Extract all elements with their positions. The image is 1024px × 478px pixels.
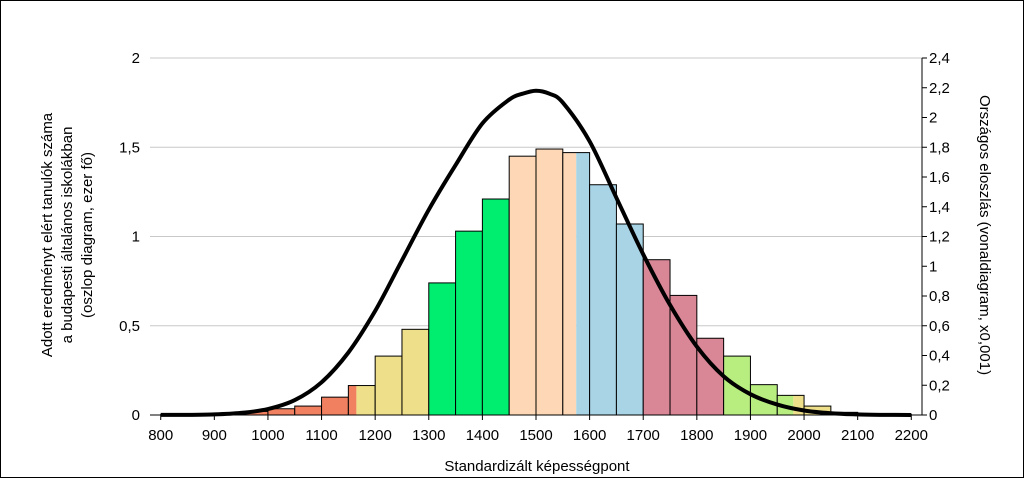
y-left-title: Adott eredményt elért tanulók száma a bu… (39, 112, 96, 357)
y-left-title-line-2: a budapesti általános iskolákban (59, 127, 76, 344)
x-tick-label-7: 1500 (519, 427, 552, 444)
x-tick-label-3: 1100 (305, 427, 337, 444)
y-right-tick-label-4: 0,8 (929, 288, 950, 305)
bar-8 (374, 355, 403, 416)
bar-14 (535, 148, 564, 416)
y-right-tick-label-2: 0,4 (929, 348, 950, 365)
y-right-title: Országos eloszlás (vonaldiagram, x0,001) (976, 95, 993, 375)
axes (150, 57, 927, 420)
x-tick-label-10: 1800 (680, 427, 713, 444)
y-right-tick-label-5: 1 (929, 258, 937, 275)
distribution-curve (160, 88, 912, 417)
y-left-tick-label-2: 1 (132, 229, 140, 246)
bar-13 (508, 155, 537, 416)
x-tick-label-8: 1600 (573, 427, 606, 444)
x-tick-label-9: 1700 (627, 427, 660, 444)
y-left-tick-label-1: 0,5 (119, 318, 140, 335)
x-tick-label-0: 800 (148, 427, 173, 444)
y-right-tick-label-3: 0,6 (929, 318, 950, 335)
y-left-tick-labels: 0 0,5 1 1,5 2 (119, 50, 140, 424)
x-tick-label-13: 2100 (841, 427, 874, 444)
bar-6 (321, 396, 349, 416)
x-axis-title: Standardizált képességpont (444, 458, 630, 475)
x-tick-label-11: 1900 (734, 427, 767, 444)
y-left-title-line-3: (oszlop diagram, ezer fő) (79, 152, 96, 318)
y-left-tick-label-3: 1,5 (119, 139, 140, 156)
y-right-tick-label-10: 2 (929, 110, 937, 127)
y-right-tick-label-0: 0 (929, 407, 937, 424)
x-tick-label-5: 1300 (412, 427, 445, 444)
y-right-title-text: Országos eloszlás (vonaldiagram, x0,001) (976, 95, 993, 375)
y-right-tick-label-11: 2,2 (929, 80, 950, 97)
y-left-tick-label-4: 2 (132, 50, 140, 67)
bar-15-part-b (576, 152, 590, 416)
bar-17 (615, 223, 644, 416)
y-right-tick-label-8: 1,6 (929, 169, 950, 186)
bar-11 (455, 230, 483, 416)
bar-15-part-a (562, 152, 577, 416)
y-right-tick-label-7: 1,4 (929, 199, 950, 216)
bar-10 (428, 282, 457, 416)
x-tick-label-4: 1200 (358, 427, 391, 444)
bar-5 (294, 405, 323, 416)
bar-7-part-a (348, 385, 357, 415)
y-right-tick-label-6: 1,2 (929, 229, 950, 246)
bar-7-part-b (356, 385, 376, 415)
bar-16 (589, 184, 617, 416)
x-tick-label-6: 1400 (466, 427, 499, 444)
x-tick-label-2: 1000 (251, 427, 284, 444)
x-tick-label-12: 2000 (787, 427, 820, 444)
y-right-tick-labels: 0 0,2 0,4 0,6 0,8 1 1,2 1,4 1,6 1,8 2 2,2 2,4 (929, 50, 950, 424)
y-right-tick-label-12: 2,4 (929, 50, 950, 67)
x-tick-label-1: 900 (202, 427, 227, 444)
x-tick-labels: 800 900 1000 1100 1200 1300 1400 1500 1600 1700 18… (148, 427, 928, 444)
y-left-title-line-1: Adott eredményt elért tanulók száma (39, 112, 56, 357)
y-right-tick-label-9: 1,8 (929, 139, 950, 156)
y-right-tick-label-1: 0,2 (929, 377, 950, 394)
bar-12 (481, 198, 510, 416)
y-left-tick-label-0: 0 (132, 407, 140, 424)
bars (160, 148, 912, 416)
bar-9 (401, 328, 430, 416)
x-tick-label-14: 2200 (895, 427, 928, 444)
bar-23-part-b (793, 395, 805, 415)
